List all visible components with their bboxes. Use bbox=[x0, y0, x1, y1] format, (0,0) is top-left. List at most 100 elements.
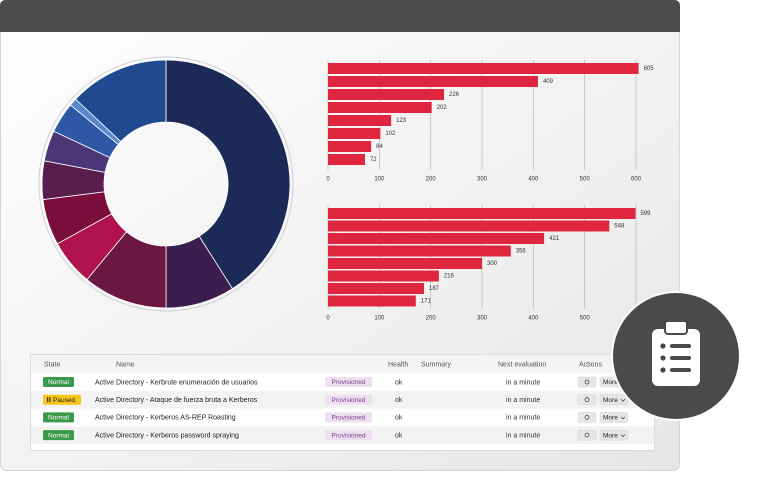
health: ok bbox=[395, 379, 403, 386]
bar-value-label: 72 bbox=[370, 157, 377, 163]
bar bbox=[328, 283, 424, 294]
x-tick-label: 400 bbox=[528, 177, 539, 183]
column-header: Health bbox=[388, 361, 408, 368]
caret bbox=[620, 398, 626, 402]
more-button[interactable] bbox=[599, 412, 629, 423]
more-label: More bbox=[603, 432, 618, 439]
view-icon bbox=[584, 414, 590, 420]
bar-value-label: 216 bbox=[444, 274, 455, 280]
table-header bbox=[31, 355, 654, 373]
column-header: Name bbox=[116, 361, 135, 368]
template-pill bbox=[325, 412, 372, 423]
x-tick-label: 200 bbox=[426, 177, 437, 183]
state-badge bbox=[43, 377, 74, 387]
window-titlebar bbox=[0, 0, 680, 32]
bar-value-label: 409 bbox=[543, 79, 554, 85]
bar-value-label: 202 bbox=[437, 105, 448, 111]
x-tick-label: 300 bbox=[477, 316, 488, 322]
state-badge bbox=[43, 430, 74, 441]
bar-value-label: 84 bbox=[376, 144, 383, 150]
bar-value-label: 123 bbox=[396, 118, 407, 124]
x-tick-label: 200 bbox=[426, 316, 437, 322]
more-label: More bbox=[603, 415, 618, 422]
state-label: Normal bbox=[48, 379, 70, 386]
state-badge bbox=[43, 412, 74, 423]
health: ok bbox=[395, 397, 403, 404]
x-tick-label: 100 bbox=[374, 316, 385, 322]
x-tick-label: 0 bbox=[326, 316, 330, 322]
clipboard-icon bbox=[652, 320, 700, 386]
bar-value-label: 102 bbox=[385, 131, 396, 137]
rule-name: Active Directory - Ataque de fuerza brut… bbox=[95, 397, 258, 404]
bar-value-label: 226 bbox=[449, 92, 460, 98]
bar bbox=[328, 208, 636, 219]
bar-value-label: 171 bbox=[421, 299, 432, 305]
bar-value-label: 187 bbox=[429, 286, 440, 292]
view-icon bbox=[584, 379, 590, 385]
template-pill bbox=[325, 394, 372, 405]
bar bbox=[328, 270, 439, 282]
bar-value-label: 300 bbox=[487, 261, 498, 267]
bar-value-label: 421 bbox=[549, 236, 560, 242]
column-header: Actions bbox=[579, 361, 602, 368]
bar bbox=[328, 141, 372, 152]
view-button[interactable] bbox=[577, 412, 597, 423]
view-icon bbox=[584, 397, 590, 403]
bar bbox=[328, 128, 381, 139]
caret bbox=[620, 416, 626, 420]
bar bbox=[328, 258, 482, 269]
donut-segment bbox=[165, 59, 291, 290]
next-evaluation: in a minute bbox=[506, 432, 540, 439]
template-label: Provisioned bbox=[332, 379, 366, 386]
more-button[interactable] bbox=[599, 429, 629, 441]
template-label: Provisioned bbox=[332, 397, 366, 404]
state-label: Normal bbox=[48, 432, 70, 439]
view-button[interactable] bbox=[577, 394, 597, 405]
bar bbox=[328, 115, 392, 126]
view-button[interactable] bbox=[577, 429, 597, 441]
next-evaluation: in a minute bbox=[506, 397, 540, 404]
template-pill bbox=[325, 377, 372, 387]
charts: 0 100 200 300 400 500 600 605 409 226 202 123 102 84 7… bbox=[41, 59, 655, 322]
pause-icon bbox=[47, 397, 49, 403]
template-label: Provisioned bbox=[332, 415, 366, 422]
bar bbox=[328, 245, 511, 257]
state-label: Paused bbox=[53, 397, 75, 404]
state-badge bbox=[43, 394, 81, 405]
next-evaluation: in a minute bbox=[506, 379, 540, 386]
view-button[interactable] bbox=[577, 376, 597, 388]
x-tick-label: 0 bbox=[326, 177, 330, 183]
next-evaluation: in a minute bbox=[506, 415, 540, 422]
bar bbox=[328, 63, 639, 74]
view-icon bbox=[584, 432, 590, 438]
bar bbox=[328, 233, 545, 244]
rule-name: Active Directory - Kerberos password spr… bbox=[95, 432, 239, 439]
donut-ring bbox=[38, 56, 294, 312]
caret bbox=[620, 434, 626, 438]
more-label: More bbox=[603, 397, 618, 404]
x-tick-label: 500 bbox=[580, 316, 591, 322]
x-tick-label: 400 bbox=[528, 316, 539, 322]
column-header: State bbox=[44, 361, 60, 368]
bar bbox=[328, 220, 610, 232]
x-tick-label: 300 bbox=[477, 177, 488, 183]
x-tick-label: 600 bbox=[631, 177, 642, 183]
bar-value-label: 605 bbox=[644, 66, 655, 72]
bar bbox=[328, 154, 365, 165]
x-tick-label: 500 bbox=[580, 177, 591, 183]
state-label: Normal bbox=[48, 415, 70, 422]
bar-value-label: 356 bbox=[516, 249, 527, 255]
column-header: Summary bbox=[421, 361, 451, 368]
bar bbox=[328, 76, 538, 87]
x-tick-label: 100 bbox=[374, 177, 385, 183]
health: ok bbox=[395, 415, 403, 422]
bar-value-label: 599 bbox=[640, 211, 651, 217]
more-label: More bbox=[603, 379, 618, 386]
template-label: Provisioned bbox=[332, 432, 366, 439]
bar bbox=[328, 295, 416, 307]
bar-value-label: 548 bbox=[614, 224, 625, 230]
pause-icon bbox=[49, 397, 51, 403]
bar bbox=[328, 89, 445, 100]
